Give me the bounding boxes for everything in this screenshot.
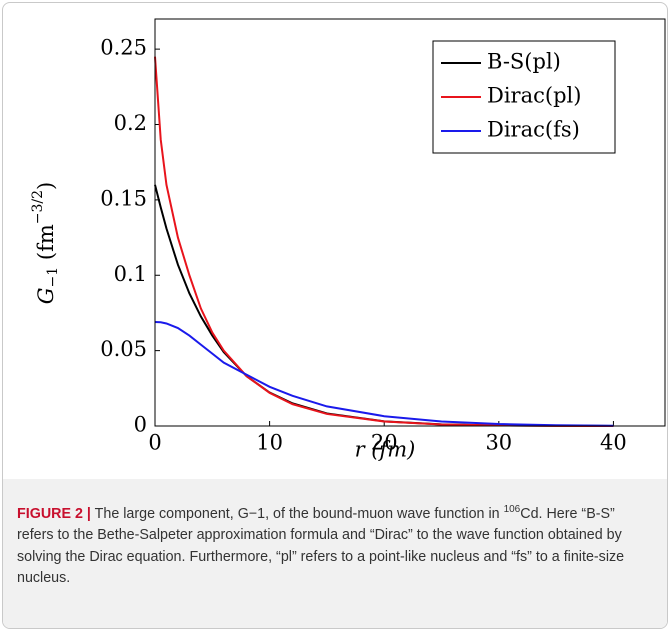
caption-label: FIGURE 2 | bbox=[17, 505, 91, 522]
x-tick-label: 20 bbox=[371, 431, 398, 455]
caption-superscript: 106 bbox=[503, 504, 521, 515]
line bbox=[154, 320, 614, 427]
x-axis-label: r (fm) bbox=[355, 438, 416, 462]
x-tick-label: 10 bbox=[256, 431, 283, 455]
y-tick-label: 0.15 bbox=[100, 186, 147, 210]
legend-label: Dirac(pl) bbox=[487, 84, 581, 108]
y-subscript: −1 bbox=[45, 267, 61, 288]
line bbox=[154, 56, 614, 427]
caption-text: Cd. Here “B-S” refers to the Bethe-Salpe… bbox=[17, 505, 625, 587]
caption-text: The large component, G−1, of the bound-m… bbox=[94, 505, 500, 522]
legend-label: B-S(pl) bbox=[487, 50, 561, 74]
y-tick-label: 0.05 bbox=[100, 337, 147, 361]
y-tick-label: 0.1 bbox=[114, 262, 147, 286]
y-axis-label: G−1 (fm−3/2) bbox=[30, 182, 61, 304]
y-exponent: −3/2 bbox=[30, 190, 46, 224]
y-tick-label: 0 bbox=[134, 413, 147, 437]
x-tick-label: 0 bbox=[148, 431, 161, 455]
chart: r (fm) G−1 (fm−3/2) 0 0.05 0.1 0.15 0.2 0.25 0… bbox=[30, 18, 666, 462]
line bbox=[154, 184, 614, 427]
legend: B-S(pl) Dirac(pl) Dirac(fs) bbox=[432, 40, 616, 154]
y-symbol: G bbox=[34, 287, 58, 304]
y-tick-label: 0.25 bbox=[100, 36, 147, 60]
caption: FIGURE 2 | The large component, G−1, of … bbox=[3, 479, 667, 628]
y-tick-label: 0.2 bbox=[114, 111, 147, 135]
x-tick-label: 30 bbox=[485, 431, 512, 455]
y-unit: fm bbox=[34, 224, 58, 252]
legend-label: Dirac(fs) bbox=[487, 118, 580, 142]
plot-frame bbox=[154, 18, 666, 427]
x-tick-label: 40 bbox=[600, 431, 627, 455]
